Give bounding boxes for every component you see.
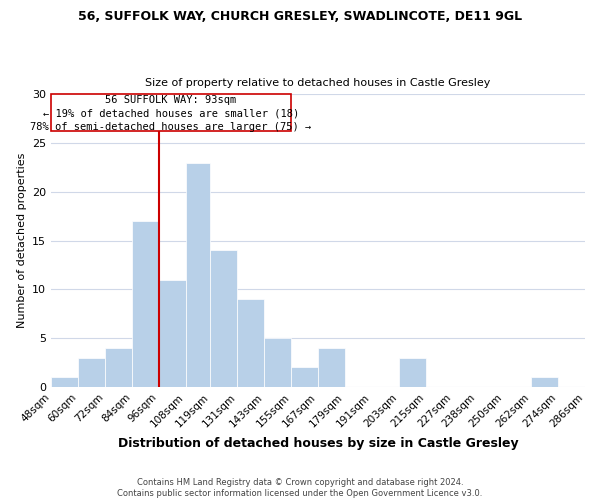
Bar bbox=[237, 299, 264, 387]
Bar bbox=[291, 368, 318, 387]
Y-axis label: Number of detached properties: Number of detached properties bbox=[17, 153, 26, 328]
Bar bbox=[105, 348, 132, 387]
Bar bbox=[211, 250, 237, 387]
Text: 56 SUFFOLK WAY: 93sqm
← 19% of detached houses are smaller (18)
78% of semi-deta: 56 SUFFOLK WAY: 93sqm ← 19% of detached … bbox=[31, 96, 312, 132]
Title: Size of property relative to detached houses in Castle Gresley: Size of property relative to detached ho… bbox=[145, 78, 491, 88]
Bar bbox=[264, 338, 291, 387]
Text: 56, SUFFOLK WAY, CHURCH GRESLEY, SWADLINCOTE, DE11 9GL: 56, SUFFOLK WAY, CHURCH GRESLEY, SWADLIN… bbox=[78, 10, 522, 23]
Bar bbox=[132, 221, 159, 387]
Bar bbox=[531, 377, 558, 387]
Bar bbox=[78, 358, 105, 387]
Bar bbox=[399, 358, 426, 387]
Bar bbox=[159, 280, 185, 387]
FancyBboxPatch shape bbox=[51, 94, 291, 132]
X-axis label: Distribution of detached houses by size in Castle Gresley: Distribution of detached houses by size … bbox=[118, 437, 518, 450]
Bar bbox=[318, 348, 345, 387]
Bar bbox=[185, 162, 211, 387]
Bar bbox=[51, 377, 78, 387]
Text: Contains HM Land Registry data © Crown copyright and database right 2024.
Contai: Contains HM Land Registry data © Crown c… bbox=[118, 478, 482, 498]
